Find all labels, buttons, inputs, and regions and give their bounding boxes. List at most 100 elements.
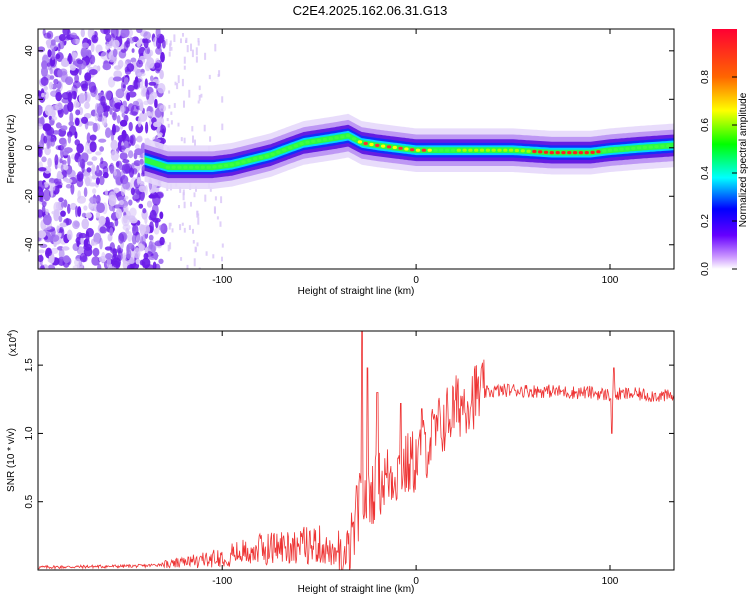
noise-blob [127, 231, 133, 242]
ridge-peak [543, 150, 549, 154]
noise-blob [61, 246, 70, 251]
noise-streak [165, 39, 168, 45]
noise-blob [72, 220, 80, 230]
y-tick-label: 1.0 [24, 426, 35, 440]
noise-streak [177, 75, 180, 84]
noise-streak [181, 222, 184, 226]
noise-streak [182, 33, 184, 37]
noise-blob [85, 227, 94, 238]
ridge-peak [660, 144, 665, 148]
noise-blob [69, 112, 74, 124]
noise-blob [40, 76, 49, 86]
noise-blob [76, 173, 81, 181]
noise-blob [96, 202, 105, 214]
noise-blob [44, 225, 52, 231]
noise-blob [144, 78, 148, 89]
noise-streak [185, 39, 187, 43]
noise-blob [81, 212, 87, 218]
noise-blob [39, 196, 44, 203]
noise-blob [55, 102, 63, 111]
noise-blob [60, 59, 70, 67]
noise-blob [89, 141, 97, 153]
noise-blob [117, 59, 124, 69]
ridge-peak [299, 142, 304, 146]
noise-streak [209, 136, 212, 142]
noise-blob [63, 164, 69, 171]
noise-blob [129, 135, 134, 144]
noise-blob [138, 203, 144, 209]
noise-streak [220, 196, 223, 204]
noise-blob [119, 105, 125, 114]
ridge-peak [340, 135, 345, 139]
noise-blob [150, 75, 154, 82]
ridge-peak [538, 150, 543, 154]
ridge-peak [549, 151, 554, 155]
noise-blob [146, 57, 155, 69]
noise-blob [105, 43, 110, 51]
noise-streak [180, 38, 182, 44]
noise-streak [203, 124, 206, 132]
noise-streak [209, 186, 212, 192]
noise-blob [131, 233, 137, 245]
noise-blob [139, 189, 145, 202]
noise-blob [100, 51, 110, 60]
noise-streak [170, 111, 173, 115]
noise-blob [95, 94, 100, 101]
noise-blob [119, 152, 128, 161]
noise-blob [154, 62, 161, 69]
noise-blob [118, 233, 125, 244]
noise-streak [192, 228, 194, 234]
noise-blob [80, 47, 88, 58]
spectrogram-ylabel: Frequency (Hz) [6, 115, 17, 184]
noise-blob [126, 264, 135, 269]
noise-blob [112, 76, 122, 82]
noise-blob [109, 227, 114, 236]
noise-blob [136, 234, 144, 245]
noise-blob [119, 199, 124, 206]
noise-blob [112, 48, 118, 58]
ridge-peak [305, 140, 310, 144]
noise-blob [104, 246, 113, 251]
noise-blob [127, 91, 137, 98]
noise-streak [216, 216, 219, 220]
ridge-peak [264, 154, 269, 158]
noise-blob [76, 240, 80, 248]
noise-blob [157, 132, 163, 137]
noise-streak [194, 139, 196, 147]
noise-blob [138, 112, 148, 122]
noise-blob [54, 154, 59, 166]
noise-blob [110, 139, 118, 151]
noise-blob [157, 83, 166, 94]
noise-streak [221, 123, 224, 131]
y-tick-label: 0.5 [24, 494, 35, 508]
noise-streak [173, 103, 176, 108]
noise-blob [50, 247, 59, 254]
noise-blob [130, 187, 135, 196]
noise-blob [120, 48, 127, 53]
noise-blob [159, 236, 165, 246]
noise-blob [159, 211, 164, 220]
ridge-peak [287, 146, 293, 150]
noise-blob [72, 38, 76, 44]
noise-streak [169, 43, 172, 52]
noise-streak [200, 93, 203, 98]
ridge-peak [386, 145, 392, 149]
noise-streak [204, 194, 207, 202]
noise-streak [169, 40, 172, 46]
noise-blob [122, 159, 130, 164]
noise-streak [177, 122, 180, 127]
noise-blob [135, 123, 144, 134]
noise-streak [214, 196, 217, 201]
noise-blob [77, 206, 82, 217]
x-tick-label: -100 [212, 275, 232, 286]
noise-blob [81, 218, 89, 230]
noise-blob [136, 40, 141, 48]
noise-blob [123, 77, 129, 85]
ridge-peak [194, 165, 200, 169]
noise-blob [99, 226, 107, 234]
noise-blob [55, 122, 62, 129]
noise-blob [75, 109, 81, 116]
noise-blob [134, 144, 140, 150]
ridge-peak [206, 165, 211, 169]
noise-blob [127, 242, 134, 250]
